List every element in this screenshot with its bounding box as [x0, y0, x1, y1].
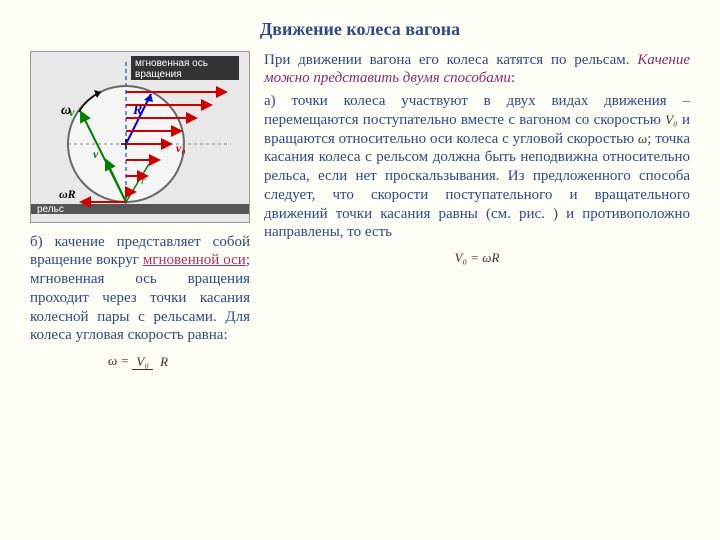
- omega-var: ω: [638, 131, 647, 146]
- content-row: рельс R r: [30, 51, 690, 371]
- right-column: При движении вагона его колеса катятся п…: [264, 51, 690, 371]
- omega-eq: ω =: [108, 353, 129, 368]
- v0-var: V₀: [665, 112, 677, 127]
- svg-text:v: v: [93, 147, 99, 161]
- b-marker: б): [30, 234, 43, 250]
- wheel-figure: рельс R r: [30, 51, 250, 223]
- right-paragraph: При движении вагона его колеса катятся п…: [264, 51, 690, 89]
- v0-eq-wr: V₀ = ωR: [455, 250, 500, 265]
- page-title: Движение колеса вагона: [30, 18, 690, 41]
- svg-text:мгновенная ось: мгновенная ось: [135, 58, 208, 69]
- formula-num: V₀: [132, 354, 152, 370]
- svg-text:вращения: вращения: [135, 69, 182, 80]
- svg-text:ω: ω: [61, 103, 71, 118]
- formula-den: R: [156, 354, 172, 369]
- intro-text: При движении вагона его колеса катятся п…: [264, 52, 637, 68]
- svg-text:v₀: v₀: [176, 141, 186, 155]
- svg-text:ωR: ωR: [59, 187, 76, 201]
- item-a: а) точки колеса участвуют в двух видах д…: [264, 92, 690, 242]
- svg-text:рельс: рельс: [37, 204, 64, 215]
- colon: :: [511, 70, 515, 86]
- left-formula: ω = V₀ R: [30, 353, 250, 370]
- a-marker: а): [264, 93, 276, 109]
- left-column: рельс R r: [30, 51, 250, 371]
- wheel-svg: рельс R r: [31, 52, 249, 222]
- instant-axis-link: мгновенной оси: [143, 252, 246, 268]
- right-formula: V₀ = ωR: [264, 250, 690, 266]
- a-body-1: точки колеса участвуют в двух видах движ…: [264, 93, 690, 128]
- left-paragraph: б) качение представляет собой вращение в…: [30, 233, 250, 346]
